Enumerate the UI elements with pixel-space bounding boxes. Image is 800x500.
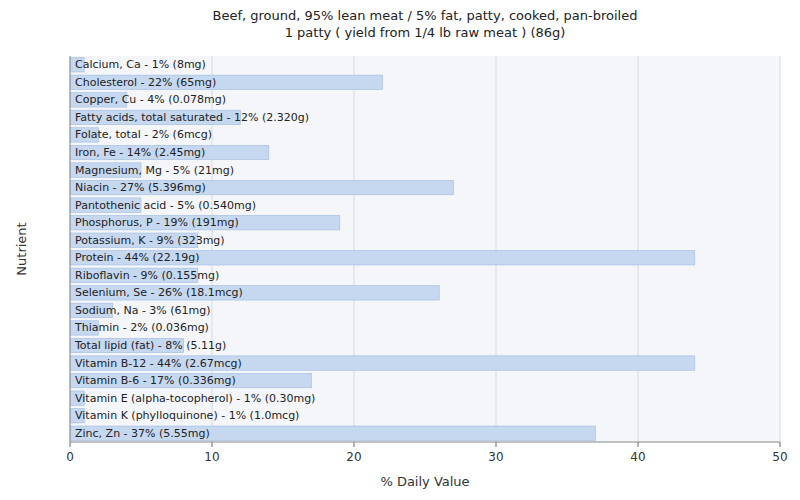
category-label: Selenium, Se - 26% (18.1mcg) <box>75 286 243 299</box>
x-axis-line <box>70 442 780 443</box>
category-label: Vitamin E (alpha-tocopherol) - 1% (0.30m… <box>75 392 315 405</box>
bar <box>70 215 340 229</box>
bars <box>70 58 695 441</box>
category-label: Copper, Cu - 4% (0.078mg) <box>75 93 226 106</box>
tick-label: 50 <box>772 450 787 464</box>
category-label: Fatty acids, total saturated - 12% (2.32… <box>75 111 309 124</box>
tick-label: 20 <box>346 450 361 464</box>
bar <box>70 145 269 159</box>
grid-line <box>70 56 71 442</box>
chart: 0 10 20 30 40 50 Calcium, Ca - 1% (8mg) Cholest… <box>0 0 800 500</box>
bar <box>70 356 695 370</box>
x-axis-label: % Daily Value <box>380 474 469 489</box>
tick-label: 0 <box>66 450 74 464</box>
title-line: Beef, ground, 95% lean meat / 5% fat, pa… <box>213 8 638 23</box>
grid-line <box>638 56 639 442</box>
y-axis-label: Nutrient <box>14 222 29 275</box>
category-label: Sodium, Na - 3% (61mg) <box>75 304 211 317</box>
category-label: Niacin - 27% (5.396mg) <box>75 181 206 194</box>
category-label: Pantothenic acid - 5% (0.540mg) <box>75 199 256 212</box>
category-label: Vitamin B-12 - 44% (2.67mcg) <box>75 357 242 370</box>
bar <box>70 75 382 89</box>
category-label: Folate, total - 2% (6mcg) <box>75 128 212 141</box>
bar <box>70 373 311 387</box>
plot-area <box>70 56 780 442</box>
category-label: Potassium, K - 9% (323mg) <box>75 234 225 247</box>
title: Beef, ground, 95% lean meat / 5% fat, pa… <box>213 8 638 40</box>
category-label: Riboflavin - 9% (0.155mg) <box>75 269 219 282</box>
bar <box>70 180 453 194</box>
tick-mark <box>212 442 213 447</box>
tick-mark <box>70 442 71 447</box>
category-label: Vitamin K (phylloquinone) - 1% (1.0mcg) <box>75 409 299 422</box>
tick-label: 10 <box>204 450 219 464</box>
bar <box>70 426 595 440</box>
tick-label: 30 <box>488 450 503 464</box>
title-line: 1 patty ( yield from 1/4 lb raw meat ) (… <box>285 25 566 40</box>
category-label: Calcium, Ca - 1% (8mg) <box>75 58 206 71</box>
category-label: Protein - 44% (22.19g) <box>75 251 200 264</box>
tick-label: 40 <box>630 450 645 464</box>
tick-mark <box>638 442 639 447</box>
category-labels: Calcium, Ca - 1% (8mg) Cholesterol - 22% … <box>74 58 315 439</box>
grid-line <box>354 56 355 442</box>
x-grid <box>70 56 780 442</box>
category-label: Zinc, Zn - 37% (5.55mg) <box>75 427 210 440</box>
bar <box>70 251 695 265</box>
x-ticks: 0 10 20 30 40 50 <box>66 442 787 464</box>
category-label: Vitamin B-6 - 17% (0.336mg) <box>75 374 236 387</box>
category-label: Cholesterol - 22% (65mg) <box>75 76 216 89</box>
category-label: Thiamin - 2% (0.036mg) <box>74 321 209 334</box>
tick-mark <box>780 442 781 447</box>
grid-line <box>496 56 497 442</box>
grid-line <box>780 56 781 442</box>
category-label: Total lipid (fat) - 8% (5.11g) <box>74 339 226 352</box>
category-label: Magnesium, Mg - 5% (21mg) <box>75 164 234 177</box>
category-label: Phosphorus, P - 19% (191mg) <box>75 216 239 229</box>
bar <box>70 286 439 300</box>
tick-mark <box>496 442 497 447</box>
y-axis-line <box>70 56 71 442</box>
tick-mark <box>354 442 355 447</box>
category-label: Iron, Fe - 14% (2.45mg) <box>75 146 205 159</box>
